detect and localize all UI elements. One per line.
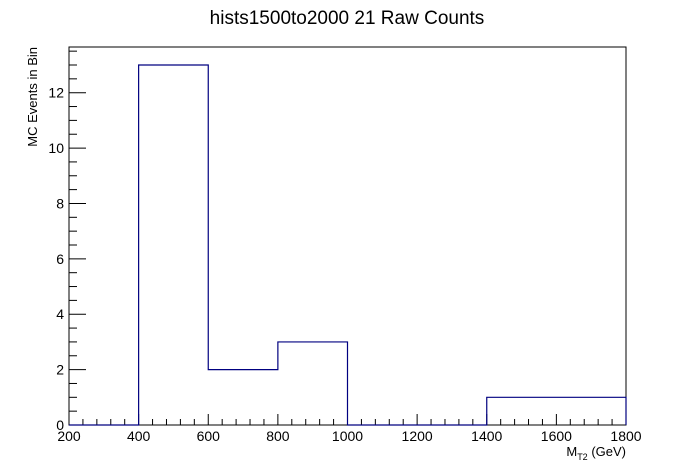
x-axis-title-unit: (GeV) xyxy=(588,444,626,459)
y-tick-label: 2 xyxy=(56,362,64,378)
y-axis-title: MC Events in Bin xyxy=(25,47,40,147)
y-axis-ticks xyxy=(69,50,86,426)
y-tick-label: 10 xyxy=(48,140,64,156)
x-tick-label: 600 xyxy=(197,428,221,444)
x-tick-label: 1800 xyxy=(610,428,641,444)
x-tick-label: 400 xyxy=(127,428,151,444)
x-tick-label: 800 xyxy=(266,428,290,444)
y-axis-tick-labels: 0 2 4 6 8 10 12 xyxy=(48,85,64,433)
x-tick-label: 1600 xyxy=(541,428,572,444)
chart-title: hists1500to2000 21 Raw Counts xyxy=(210,8,485,29)
x-axis-title-subscript: T2 xyxy=(577,452,588,462)
x-axis-tick-labels: 200 400 600 800 1000 1200 1400 1600 1800 xyxy=(57,428,641,444)
y-tick-label: 6 xyxy=(56,251,64,267)
x-axis-title: MT2 (GeV) xyxy=(566,444,626,462)
x-tick-label: 1200 xyxy=(402,428,433,444)
x-tick-label: 200 xyxy=(57,428,81,444)
x-tick-label: 1400 xyxy=(471,428,502,444)
y-tick-label: 0 xyxy=(56,417,64,433)
histogram-series-line xyxy=(69,64,627,426)
y-tick-label: 4 xyxy=(56,306,64,322)
y-tick-label: 12 xyxy=(48,85,64,101)
y-tick-label: 8 xyxy=(56,195,64,211)
x-tick-label: 1000 xyxy=(332,428,363,444)
